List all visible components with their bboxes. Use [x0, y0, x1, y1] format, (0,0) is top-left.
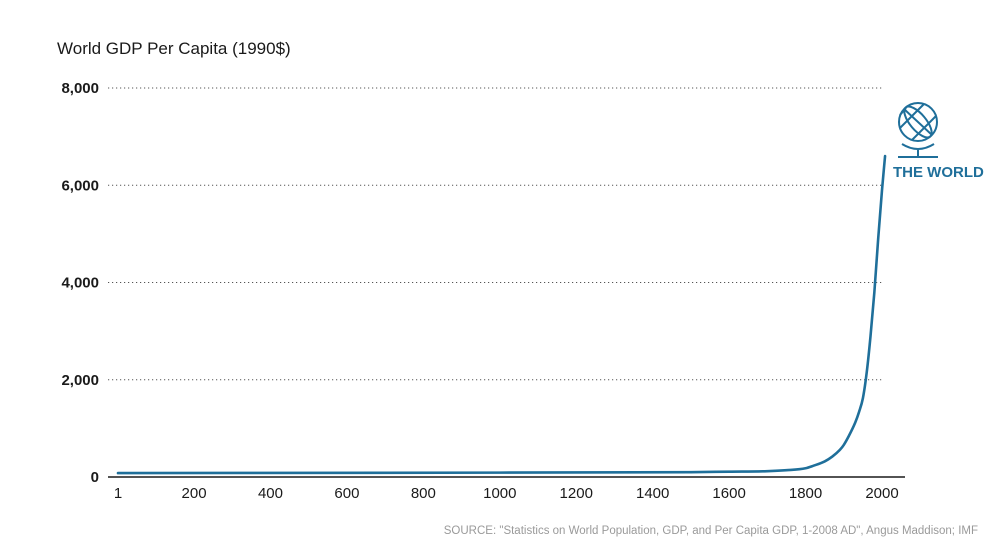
y-axis-ticks: 0 2,000 4,000 6,000 8,000	[61, 80, 99, 486]
x-axis-ticks: 1 200 400 600 800 1000 1200 1400 1600 1800 2000	[114, 485, 899, 502]
gridlines	[108, 87, 882, 381]
x-tick-label: 2000	[865, 485, 898, 502]
x-tick-label: 1600	[712, 485, 745, 502]
x-tick-label: 1000	[483, 485, 516, 502]
x-tick-label: 600	[334, 485, 359, 502]
source-note: SOURCE: "Statistics on World Population,…	[443, 525, 978, 537]
y-tick-label: 0	[91, 469, 99, 486]
x-tick-label: 800	[411, 485, 436, 502]
x-tick-label: 200	[182, 485, 207, 502]
globe-icon	[898, 102, 938, 158]
y-tick-label: 8,000	[61, 80, 99, 97]
x-tick-label: 1200	[560, 485, 593, 502]
y-tick-label: 4,000	[61, 275, 99, 292]
y-tick-label: 2,000	[61, 372, 99, 389]
series-label-the-world: THE WORLD	[893, 164, 984, 181]
chart-title: World GDP Per Capita (1990$)	[57, 39, 291, 58]
y-tick-label: 6,000	[61, 177, 99, 194]
x-tick-label: 1400	[636, 485, 669, 502]
x-tick-label: 1800	[789, 485, 822, 502]
series-line-the-world	[116, 154, 887, 475]
x-tick-label: 1	[114, 485, 122, 502]
x-tick-label: 400	[258, 485, 283, 502]
